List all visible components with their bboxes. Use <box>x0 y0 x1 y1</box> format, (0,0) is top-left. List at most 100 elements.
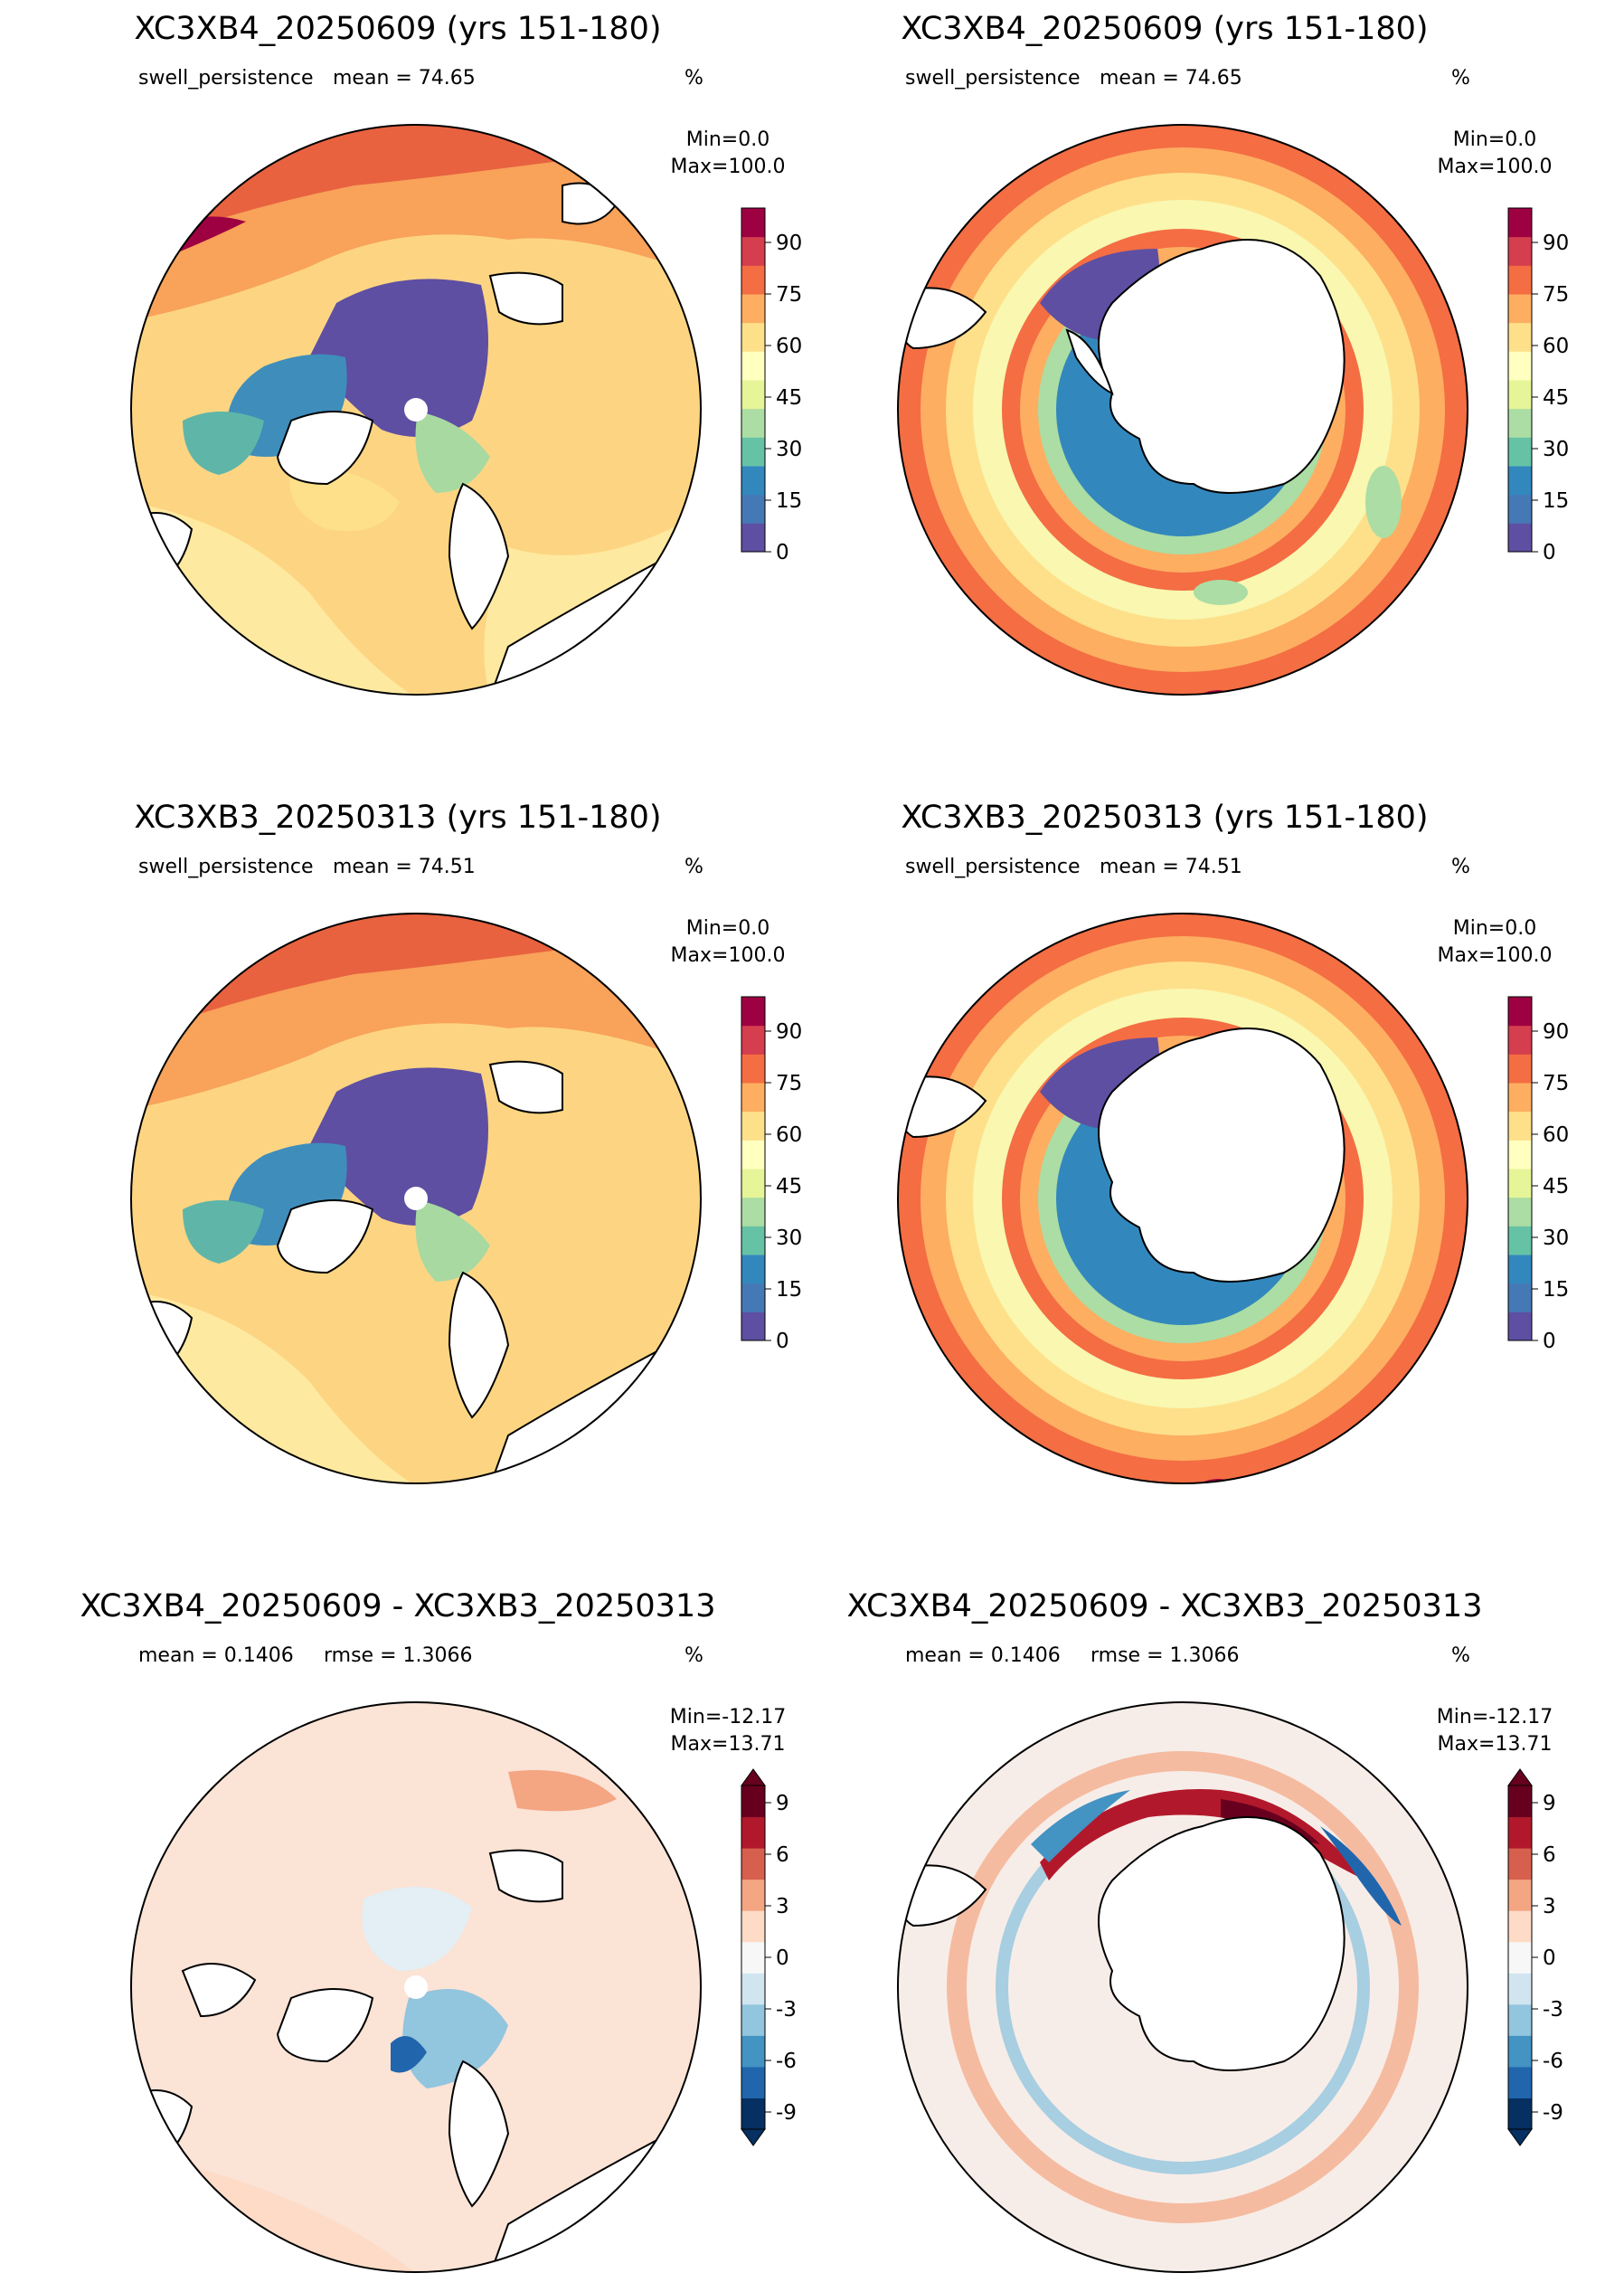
colorbar-tick-label: 3 <box>776 1895 789 1918</box>
polar-map-south <box>897 913 1468 1484</box>
min-label: Min=0.0 <box>1452 917 1537 940</box>
panel-title: XC3XB3_20250313 (yrs 151-180) <box>901 800 1429 836</box>
colorbar-segment <box>741 1255 765 1284</box>
colorbar-segment <box>1508 1848 1532 1880</box>
colorbar-segment <box>1508 351 1532 381</box>
north-pole-marker <box>404 1975 428 1999</box>
polar-map-north <box>130 913 702 1484</box>
colorbar-frame <box>741 996 766 1341</box>
map-panel-2: XC3XB4_20250609 (yrs 151-180) swell_pers… <box>767 9 1569 715</box>
max-label: Max=100.0 <box>1437 944 1553 967</box>
colorbar-segment <box>1508 265 1532 295</box>
max-label: Max=100.0 <box>670 156 786 178</box>
panel-title: XC3XB3_20250313 (yrs 151-180) <box>134 800 662 836</box>
colorbar-tick-label: 15 <box>1543 1278 1569 1302</box>
colorbar-tick-label: -9 <box>776 2101 797 2125</box>
colorbar-segment <box>1508 2098 1532 2130</box>
colorbar-tick-label: -3 <box>776 1998 797 2022</box>
mean-label: mean = 74.51 <box>1100 856 1242 878</box>
colorbar-segment <box>741 494 765 524</box>
colorbar-segment <box>1508 1312 1532 1341</box>
panel-title: XC3XB4_20250609 (yrs 151-180) <box>134 11 662 47</box>
colorbar-tick-label: 9 <box>1543 1792 1556 1815</box>
colorbar-tick-label: 60 <box>776 335 802 358</box>
colorbar-tick-label: 0 <box>1543 541 1556 564</box>
colorbar: -9 -6 -3 0 3 6 9 <box>1507 1768 1563 2146</box>
colorbar-segment <box>741 208 765 238</box>
colorbar-tick-label: 90 <box>1543 1020 1569 1044</box>
min-label: Min=0.0 <box>685 917 770 940</box>
colorbar-segment <box>741 1169 765 1198</box>
colorbar-tick-label: 45 <box>1543 386 1569 410</box>
mean-label: mean = 0.1406 <box>905 1644 1061 1667</box>
colorbar-segment <box>1508 1816 1532 1849</box>
colorbar-segment <box>1508 1879 1532 1911</box>
colorbar-tick-label: 90 <box>776 232 802 255</box>
colorbar-segment <box>1508 1283 1532 1312</box>
colorbar-segment <box>741 1054 765 1084</box>
colorbar-segment <box>1508 322 1532 352</box>
colorbar-tick-label: 0 <box>776 541 789 564</box>
colorbar: 0 15 30 45 60 75 90 <box>1507 996 1569 1353</box>
colorbar-segment <box>741 408 765 438</box>
colorbar: -9 -6 -3 0 3 6 9 <box>741 1768 797 2146</box>
colorbar-tick-label: -3 <box>1543 1998 1563 2022</box>
variable-label: swell_persistence <box>138 856 314 878</box>
panel-title: XC3XB4_20250609 - XC3XB3_20250313 <box>846 1588 1483 1624</box>
colorbar-segment <box>1508 1140 1532 1170</box>
colorbar-segment <box>741 437 765 467</box>
colorbar-segment <box>741 2098 765 2130</box>
colorbar-segment <box>741 1140 765 1170</box>
colorbar-tick-label: -6 <box>1543 2050 1563 2073</box>
colorbar-segment <box>741 351 765 381</box>
colorbar-tick-label: 60 <box>1543 335 1569 358</box>
colorbar-tick-label: 75 <box>1543 283 1569 307</box>
unit-label: % <box>685 67 703 90</box>
mean-label: mean = 74.51 <box>333 856 476 878</box>
rmse-label: rmse = 1.3066 <box>1091 1644 1240 1667</box>
map-panel-5: XC3XB4_20250609 - XC3XB3_20250313 mean =… <box>0 1586 797 2292</box>
colorbar-tick-label: 75 <box>776 283 802 307</box>
colorbar-segment <box>1508 236 1532 266</box>
colorbar-tick-label: 60 <box>776 1123 802 1147</box>
colorbar-frame <box>1507 996 1533 1341</box>
colorbar-segment <box>1508 408 1532 438</box>
colorbar-segment <box>741 1283 765 1312</box>
colorbar-tick-label: 30 <box>776 438 802 461</box>
max-label: Max=100.0 <box>1437 156 1553 178</box>
min-label: Min=0.0 <box>685 128 770 151</box>
colorbar-tick-label: -6 <box>776 2050 797 2073</box>
north-pole-marker <box>404 398 428 421</box>
map-panel-6: XC3XB4_20250609 - XC3XB3_20250313 mean =… <box>767 1586 1563 2292</box>
colorbar-segment <box>1508 2066 1532 2098</box>
colorbar: 0 15 30 45 60 75 90 <box>1507 207 1569 564</box>
max-label: Max=100.0 <box>670 944 786 967</box>
panel-title: XC3XB4_20250609 - XC3XB3_20250313 <box>80 1588 716 1624</box>
colorbar-tick-label: 15 <box>1543 489 1569 513</box>
mean-label: mean = 74.65 <box>1100 67 1242 90</box>
colorbar-segment <box>741 2066 765 2098</box>
colorbar-segment <box>741 1941 765 1974</box>
colorbar-segment <box>1508 1226 1532 1255</box>
colorbar-segment <box>1508 1973 1532 2005</box>
colorbar-tick-label: 45 <box>776 1175 802 1198</box>
colorbar-tick-label: 30 <box>1543 1227 1569 1250</box>
colorbar-tick-label: 3 <box>1543 1895 1556 1918</box>
colorbar-tick-label: 30 <box>776 1227 802 1250</box>
colorbar-segment <box>741 1226 765 1255</box>
colorbar-segment <box>1508 1941 1532 1974</box>
colorbar-segment <box>741 1025 765 1055</box>
colorbar-segment <box>741 1083 765 1113</box>
colorbar-segment <box>741 1973 765 2005</box>
colorbar-extend-max <box>1507 1768 1533 1786</box>
colorbar-segment <box>1508 523 1532 553</box>
max-label: Max=13.71 <box>670 1733 786 1756</box>
panel-title: XC3XB4_20250609 (yrs 151-180) <box>901 11 1429 47</box>
min-label: Min=-12.17 <box>1436 1706 1553 1728</box>
colorbar-segment <box>1508 1910 1532 1943</box>
map-panel-4: XC3XB3_20250313 (yrs 151-180) swell_pers… <box>767 798 1569 1503</box>
colorbar-segment <box>741 2035 765 2068</box>
colorbar-segment <box>741 1848 765 1880</box>
colorbar-frame <box>741 207 766 553</box>
unit-label: % <box>685 856 703 878</box>
